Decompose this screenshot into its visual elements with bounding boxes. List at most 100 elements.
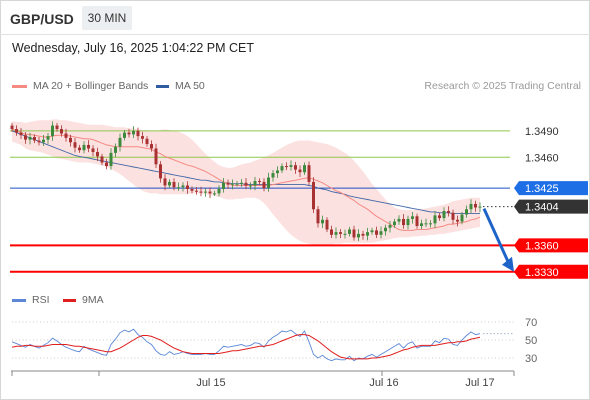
- candle-body: [154, 148, 158, 165]
- candle-body: [321, 219, 324, 224]
- candle-body: [411, 216, 414, 219]
- candle-body: [375, 230, 378, 235]
- candle-body: [235, 183, 239, 185]
- level-tag-1.3404: [514, 199, 588, 214]
- legend-rsi-ma-label: 9MA: [82, 294, 104, 306]
- candle-body: [141, 136, 144, 139]
- timestamp: Wednesday, July 16, 2025 1:04:22 PM CET: [12, 41, 255, 55]
- candle-body: [442, 211, 446, 219]
- candle-body: [163, 178, 167, 186]
- candle-body: [204, 191, 207, 193]
- candle-body: [96, 151, 99, 157]
- candle-body: [118, 137, 122, 147]
- level-label-1.3360: 1.3360: [525, 240, 559, 252]
- header-divider: [0, 34, 590, 35]
- candle-body: [172, 181, 176, 188]
- candle-body: [402, 218, 405, 226]
- copyright-text: Research © 2025 Trading Central: [424, 80, 581, 92]
- candle-body: [307, 165, 311, 182]
- candle-body: [258, 181, 261, 183]
- candle-body: [469, 203, 473, 210]
- candle-body: [325, 219, 329, 230]
- candle-body: [168, 181, 171, 186]
- candle-body: [343, 233, 347, 235]
- timeframe-badge[interactable]: 30 MIN: [82, 6, 132, 30]
- candle-body: [456, 219, 459, 222]
- candle-body: [240, 182, 243, 184]
- candle-body: [213, 193, 216, 195]
- candle-body: [276, 170, 279, 174]
- candle-body: [420, 223, 423, 226]
- candle-body: [280, 166, 284, 171]
- candle-body: [15, 129, 18, 133]
- candle-body: [136, 130, 140, 137]
- rsi-level-label-50: 50: [525, 335, 537, 347]
- level-label-1.3425: 1.3425: [525, 183, 559, 195]
- candle-body: [19, 132, 23, 136]
- candle-body: [330, 229, 333, 235]
- rsi-level-label-30: 30: [525, 353, 537, 365]
- candle-body: [357, 233, 360, 238]
- candle-body: [150, 144, 153, 149]
- candle-body: [105, 162, 108, 167]
- candle-body: [55, 125, 59, 130]
- legend-rsi-label: RSI: [32, 294, 50, 306]
- candle-body: [69, 137, 72, 143]
- level-tag-1.3360: [514, 238, 588, 253]
- candle-body: [73, 142, 77, 148]
- candle-body: [397, 218, 401, 222]
- candle-body: [87, 144, 90, 149]
- candle-body: [334, 232, 338, 235]
- candle-body: [159, 164, 162, 179]
- candle-body: [379, 231, 383, 235]
- candle-body: [294, 165, 297, 170]
- candle-body: [285, 166, 288, 168]
- candle-body: [366, 232, 369, 236]
- candle-body: [298, 169, 302, 173]
- candle-body: [10, 125, 14, 130]
- candle-body: [352, 229, 356, 238]
- candle-body: [64, 133, 68, 138]
- level-label-1.3460: 1.3460: [525, 152, 559, 164]
- rsi-level-label-70: 70: [525, 317, 537, 329]
- candle-body: [114, 146, 117, 153]
- candle-body: [424, 223, 428, 225]
- candle-body: [177, 187, 180, 189]
- candle-body: [384, 227, 387, 232]
- candle-body: [127, 132, 131, 135]
- candle-body: [348, 229, 351, 234]
- candle-body: [231, 183, 234, 185]
- candle-body: [186, 185, 189, 189]
- candle-body: [361, 233, 365, 236]
- ma50-swatch: [156, 85, 169, 88]
- rsi-ma-line: [11, 334, 481, 360]
- candle-body: [438, 215, 441, 219]
- level-label-1.3330: 1.3330: [525, 267, 559, 279]
- level-label-1.3490: 1.3490: [525, 126, 559, 138]
- candle-body: [217, 188, 221, 194]
- rsi-swatch: [12, 299, 26, 302]
- candle-body: [249, 185, 252, 187]
- candle-body: [60, 129, 63, 134]
- ma20-swatch: [12, 85, 27, 88]
- forecast-arrow-shaft: [482, 207, 511, 265]
- candle-body: [109, 152, 113, 167]
- candle-body: [271, 173, 275, 178]
- candle-body: [465, 209, 468, 215]
- candle-body: [100, 156, 104, 163]
- candle-body: [33, 137, 36, 141]
- candle-body: [46, 136, 50, 140]
- x-axis-label-2: Jul 17: [465, 377, 494, 389]
- candle-body: [478, 206, 482, 208]
- legend-ma-bb-label: MA 20 + Bollinger Bands: [33, 80, 149, 92]
- candle-body: [24, 135, 27, 140]
- candle-body: [388, 225, 392, 228]
- x-axis-label-0: Jul 15: [196, 377, 225, 389]
- x-axis-label-1: Jul 16: [369, 377, 398, 389]
- candle-body: [339, 232, 342, 234]
- level-tag-1.3425: [514, 181, 588, 196]
- legend-ma50-label: MA 50: [175, 80, 205, 92]
- forecast-arrow-head: [502, 256, 514, 272]
